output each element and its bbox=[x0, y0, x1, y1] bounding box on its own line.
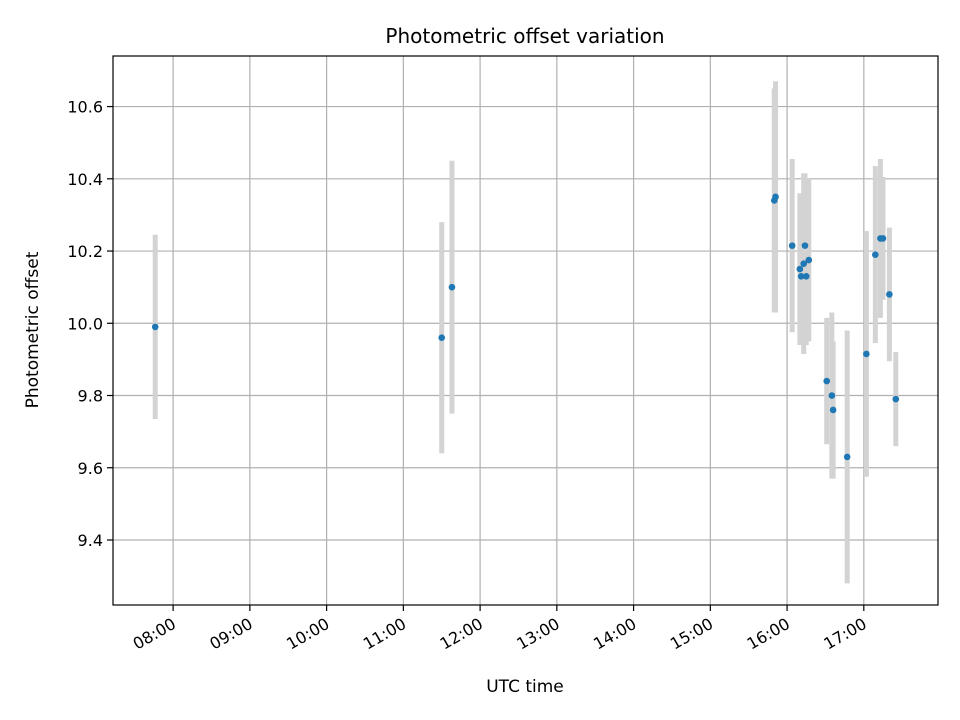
data-point bbox=[828, 392, 836, 399]
x-tick-label: 08:00 bbox=[130, 614, 179, 654]
x-tick-label: 17:00 bbox=[820, 614, 869, 654]
y-tick-label: 9.4 bbox=[78, 531, 103, 550]
data-point bbox=[886, 291, 893, 298]
y-tick-label: 9.8 bbox=[78, 387, 103, 406]
data-point bbox=[788, 242, 796, 249]
data-point bbox=[843, 453, 851, 461]
y-tick-label: 10.0 bbox=[67, 314, 103, 333]
data-point bbox=[823, 377, 831, 385]
data-point bbox=[796, 265, 804, 273]
data-point bbox=[797, 273, 805, 280]
x-tick-label: 16:00 bbox=[744, 614, 793, 654]
data-point bbox=[879, 235, 887, 242]
data-point bbox=[801, 242, 809, 249]
plot-frame bbox=[112, 55, 939, 606]
y-tick-label: 10.2 bbox=[67, 242, 103, 261]
data-point bbox=[805, 256, 813, 264]
y-tick-label: 9.6 bbox=[78, 459, 103, 478]
x-tick-label: 09:00 bbox=[206, 614, 255, 654]
x-tick-label: 15:00 bbox=[667, 614, 716, 654]
data-point bbox=[772, 193, 779, 201]
x-tick-label: 10:00 bbox=[283, 614, 332, 654]
x-tick-label: 14:00 bbox=[590, 614, 639, 654]
data-point bbox=[872, 251, 879, 258]
x-tick-label: 11:00 bbox=[360, 614, 409, 654]
x-axis: 08:00 09:00 10:00 11:00 12:00 13:00 14:00 15:00… bbox=[130, 605, 870, 654]
y-tick-label: 10.4 bbox=[67, 170, 103, 189]
data-point bbox=[438, 334, 446, 342]
grid bbox=[113, 56, 938, 605]
error-bars bbox=[152, 81, 899, 584]
data-point bbox=[800, 260, 807, 267]
data-points bbox=[151, 193, 900, 461]
chart-title: Photometric offset variation bbox=[385, 24, 664, 48]
y-axis-label: Photometric offset bbox=[23, 251, 43, 408]
x-tick-label: 13:00 bbox=[513, 614, 562, 654]
data-point bbox=[892, 395, 900, 403]
x-axis-label: UTC time bbox=[486, 677, 564, 697]
data-point bbox=[863, 350, 870, 358]
data-point bbox=[829, 406, 837, 414]
y-tick-label: 10.6 bbox=[67, 98, 103, 117]
data-point bbox=[448, 283, 456, 291]
data-point bbox=[802, 273, 810, 280]
y-axis: 9.4 9.6 9.8 10.0 10.2 10.4 10.6 bbox=[67, 98, 113, 550]
x-tick-label: 12:00 bbox=[437, 614, 486, 654]
data-point bbox=[151, 323, 159, 331]
